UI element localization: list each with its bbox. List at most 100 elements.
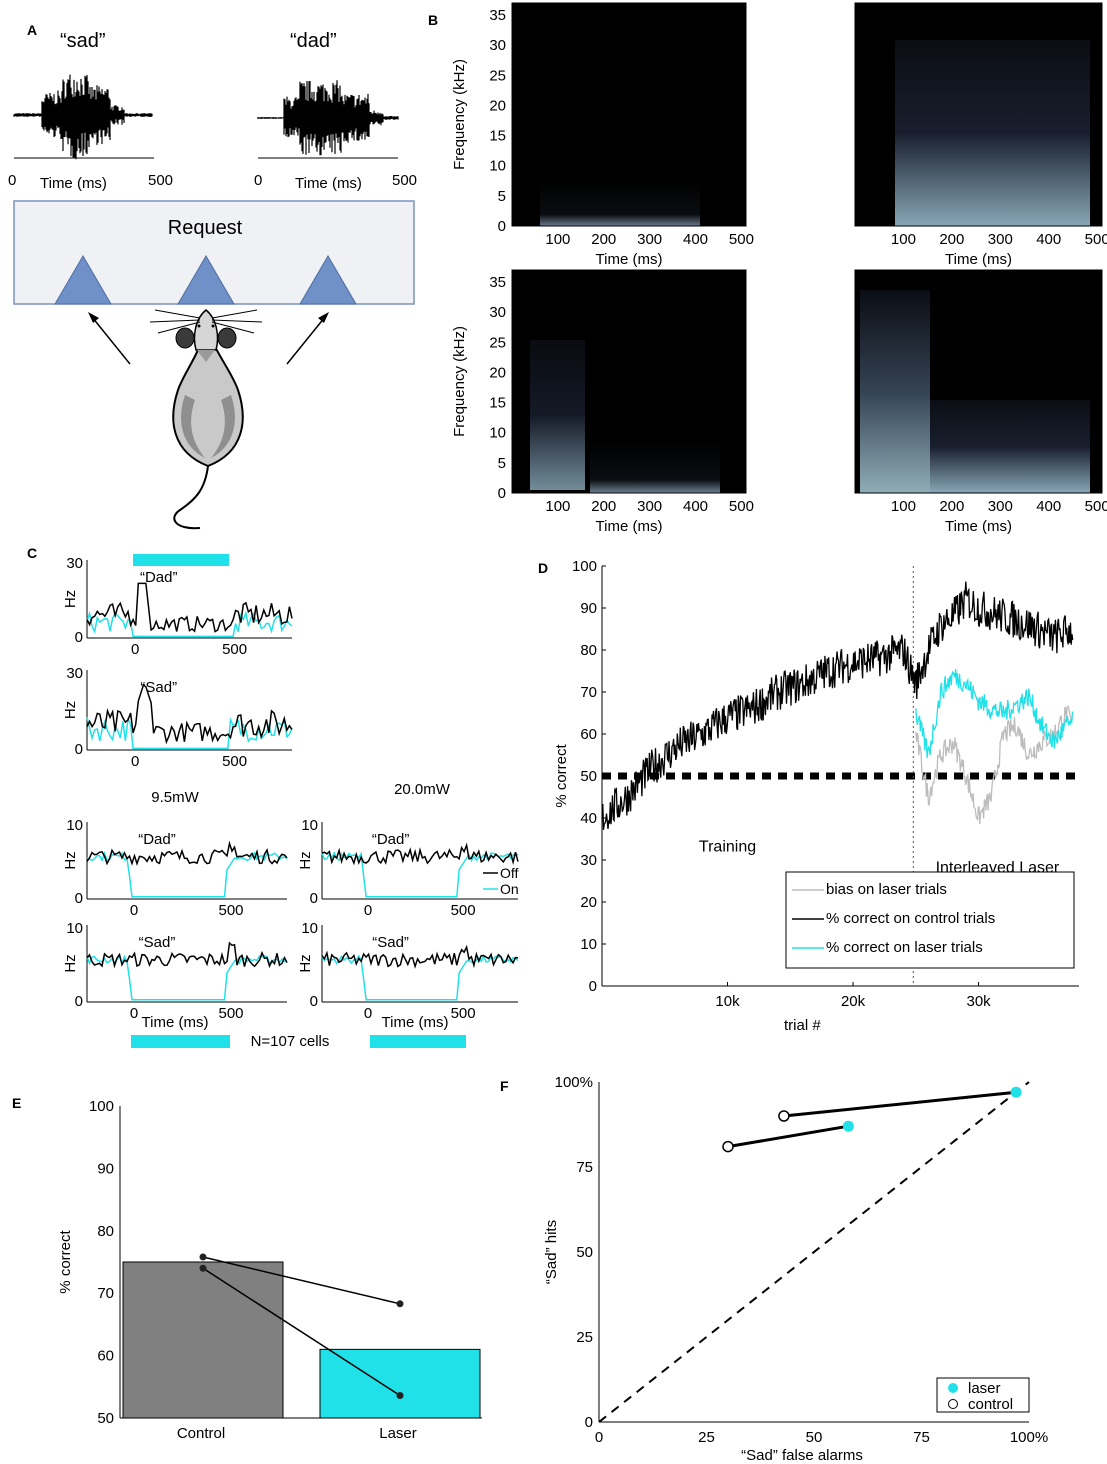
waveform-trace xyxy=(257,80,399,156)
f-control-point xyxy=(778,1110,790,1122)
arrow-right-icon xyxy=(286,312,329,365)
b-xtick: 300 xyxy=(988,498,1013,515)
spectrogram-frame xyxy=(854,2,1103,227)
b-ytick: 20 xyxy=(489,364,506,381)
d-legend-text: % correct on control trials xyxy=(826,910,995,927)
d-ytick: 40 xyxy=(580,810,597,827)
b-xtick: 500 xyxy=(729,231,754,248)
c-ylabel: Hz xyxy=(62,954,79,972)
b-xtick: 100 xyxy=(545,231,570,248)
c-xtick-500: 500 xyxy=(451,1005,476,1022)
d-xtick: 30k xyxy=(966,993,991,1010)
b-ytick: 25 xyxy=(489,67,506,84)
c-word: “Dad” xyxy=(138,831,176,848)
a-xlabel-dad: Time (ms) xyxy=(295,175,362,192)
psth-trace xyxy=(86,716,293,750)
c-ytick-0: 0 xyxy=(75,629,83,646)
c-ylabel: Hz xyxy=(297,954,314,972)
panel-label-e: E xyxy=(12,1095,22,1111)
b-ytick: 35 xyxy=(489,7,506,24)
b-ylabel: Frequency (kHz) xyxy=(451,326,468,437)
c-ytick-0: 0 xyxy=(75,741,83,758)
b-xtick: 200 xyxy=(939,498,964,515)
c-ytick-0: 0 xyxy=(75,890,83,907)
b-xlabel: Time (ms) xyxy=(945,251,1012,268)
e-pair-point xyxy=(396,1300,404,1308)
e-xtick: Control xyxy=(177,1425,225,1442)
port-center-icon xyxy=(177,255,235,305)
f-legend-control: control xyxy=(968,1396,1013,1413)
b-xtick: 500 xyxy=(1085,231,1107,248)
c-word: “Dad” xyxy=(372,831,410,848)
c-ytick-max: 30 xyxy=(66,665,83,682)
c-xlabel-right: Time (ms) xyxy=(382,1014,449,1031)
mouse-icon xyxy=(149,309,263,530)
b-ytick: 10 xyxy=(489,425,506,442)
f-ytick: 75 xyxy=(576,1159,593,1176)
d-legend-text: % correct on laser trials xyxy=(826,939,983,956)
b-ytick: 20 xyxy=(489,97,506,114)
d-ytick: 80 xyxy=(580,642,597,659)
c-xtick-500: 500 xyxy=(218,902,243,919)
c-word: “Sad” xyxy=(139,934,176,951)
e-pair-line xyxy=(202,1256,401,1305)
word-dad: “dad” xyxy=(290,30,337,52)
b-ytick: 0 xyxy=(498,218,506,235)
d-xtick: 20k xyxy=(841,993,866,1010)
a-x1-sad: 500 xyxy=(148,172,173,189)
b-ytick: 15 xyxy=(489,128,506,145)
f-ytick: 0 xyxy=(585,1414,593,1431)
waveform-dad xyxy=(257,80,399,156)
b-xtick: 100 xyxy=(891,498,916,515)
d-ytick: 90 xyxy=(580,600,597,617)
psth-trace xyxy=(86,840,288,866)
d-ytick: 100 xyxy=(572,558,597,575)
b-ytick: 15 xyxy=(489,395,506,412)
c-ytick-0: 0 xyxy=(310,993,318,1010)
psth-trace xyxy=(86,941,288,969)
d-ytick: 30 xyxy=(580,852,597,869)
c-ylabel: Hz xyxy=(297,851,314,869)
b-ytick: 0 xyxy=(498,485,506,502)
legend-off: Off xyxy=(500,865,519,881)
c-ylabel: Hz xyxy=(62,590,79,608)
f-diagonal xyxy=(598,1081,1030,1423)
b-ytick: 35 xyxy=(489,274,506,291)
c-xtick-0: 0 xyxy=(131,753,139,770)
a-xlabel-sad: Time (ms) xyxy=(40,175,107,192)
c-xtick-500: 500 xyxy=(218,1005,243,1022)
c-ylabel: Hz xyxy=(62,851,79,869)
f-laser-point xyxy=(1010,1086,1022,1098)
c-ytick-max: 10 xyxy=(301,817,318,834)
laser-bar-bottom-left xyxy=(131,1035,230,1048)
b-xlabel: Time (ms) xyxy=(945,518,1012,535)
e-pair-point xyxy=(199,1253,207,1261)
b-xtick: 100 xyxy=(891,231,916,248)
a-x1-dad: 500 xyxy=(392,172,417,189)
f-control-point xyxy=(722,1140,734,1153)
e-ytick: 90 xyxy=(97,1160,114,1177)
b-xtick: 200 xyxy=(591,498,616,515)
b-ytick: 30 xyxy=(489,304,506,321)
b-xtick: 500 xyxy=(1085,498,1107,515)
b-xtick: 300 xyxy=(637,498,662,515)
c-ytick-max: 10 xyxy=(66,920,83,937)
a-x0-dad: 0 xyxy=(254,172,262,189)
e-ytick: 60 xyxy=(97,1348,114,1365)
laser-bar-bottom-right xyxy=(370,1035,466,1048)
port-right-icon xyxy=(299,255,357,305)
e-ylabel: % correct xyxy=(57,1230,74,1294)
d-ylabel: % correct xyxy=(553,744,570,808)
e-ytick: 50 xyxy=(97,1410,114,1427)
d-legend-text: bias on laser trials xyxy=(826,881,947,898)
e-pair-point xyxy=(396,1392,404,1400)
b-xtick: 100 xyxy=(545,498,570,515)
e-pair-point xyxy=(199,1264,207,1272)
f-xtick: 25 xyxy=(698,1429,715,1446)
c-ylabel: Hz xyxy=(62,701,79,719)
c-word: “Sad” xyxy=(372,934,409,951)
b-xtick: 400 xyxy=(1036,231,1061,248)
spectrogram-frame xyxy=(854,269,1103,494)
c-ytick-0: 0 xyxy=(310,890,318,907)
